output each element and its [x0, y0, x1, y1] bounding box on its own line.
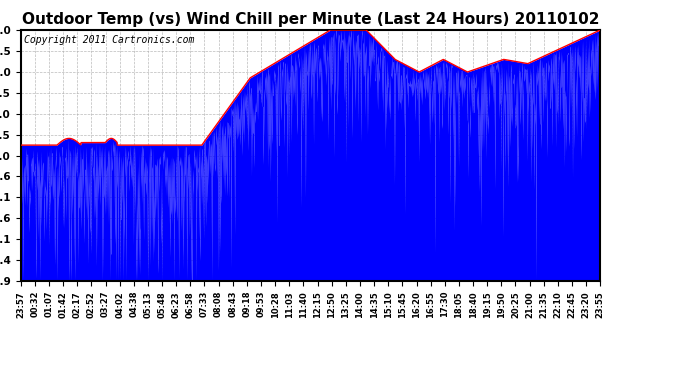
Text: Copyright 2011 Cartronics.com: Copyright 2011 Cartronics.com [23, 35, 194, 45]
Title: Outdoor Temp (vs) Wind Chill per Minute (Last 24 Hours) 20110102: Outdoor Temp (vs) Wind Chill per Minute … [22, 12, 599, 27]
